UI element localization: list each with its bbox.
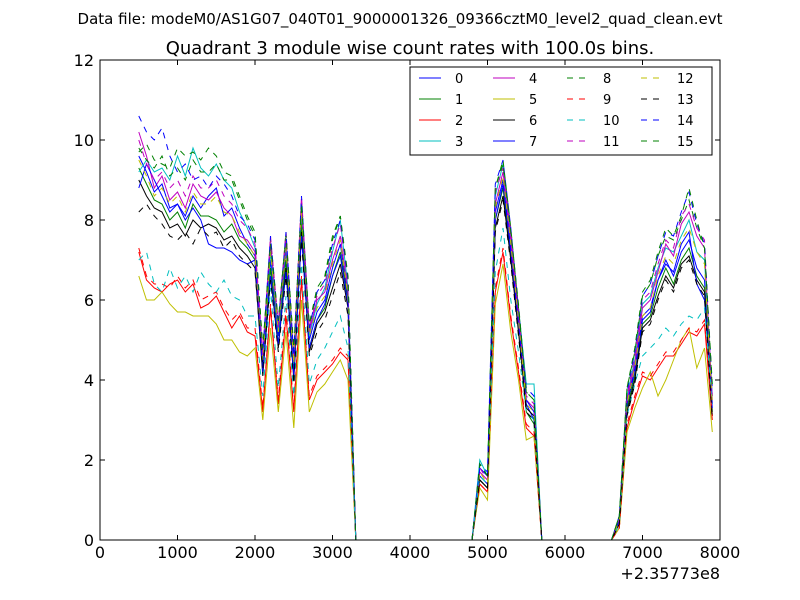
x-offset-label: +2.35773e8 — [620, 564, 720, 583]
x-tick-label: 8000 — [700, 543, 741, 562]
legend-label-11: 11 — [603, 135, 620, 150]
y-tick-label: 0 — [84, 531, 94, 550]
x-tick-label: 2000 — [235, 543, 276, 562]
legend-label-8: 8 — [603, 72, 611, 87]
figure-suptitle: Data file: modeM0/AS1G07_040T01_90000013… — [78, 10, 723, 29]
legend-label-9: 9 — [603, 93, 611, 108]
legend-label-1: 1 — [455, 93, 463, 108]
x-tick-label: 4000 — [390, 543, 431, 562]
legend-label-6: 6 — [529, 114, 537, 129]
legend-label-14: 14 — [677, 114, 694, 129]
y-tick-label: 10 — [74, 131, 94, 150]
x-tick-label: 1000 — [157, 543, 198, 562]
x-tick-label: 5000 — [467, 543, 508, 562]
legend-frame — [409, 66, 713, 156]
legend-label-5: 5 — [529, 93, 537, 108]
axis-ticks: 0 1000 2000 3000 4000 5000 6000 7000 80000246810… — [74, 51, 741, 562]
y-tick-label: 8 — [84, 211, 94, 230]
legend-label-4: 4 — [529, 72, 537, 87]
x-tick-label: 7000 — [622, 543, 663, 562]
series-line-10 — [138, 227, 713, 541]
y-tick-label: 2 — [84, 451, 94, 470]
x-tick-label: 3000 — [312, 543, 353, 562]
legend-label-10: 10 — [603, 114, 620, 129]
legend-label-3: 3 — [455, 135, 463, 150]
legend-label-13: 13 — [677, 93, 694, 108]
legend-label-2: 2 — [455, 114, 463, 129]
y-tick-label: 12 — [74, 51, 94, 70]
legend-label-7: 7 — [529, 135, 537, 150]
chart-title: Quadrant 3 module wise count rates with … — [166, 38, 655, 59]
x-tick-label: 6000 — [545, 543, 586, 562]
legend-label-0: 0 — [455, 72, 463, 87]
legend-label-15: 15 — [677, 135, 694, 150]
y-tick-label: 6 — [84, 291, 94, 310]
x-tick-label: 0 — [95, 543, 105, 562]
y-tick-label: 4 — [84, 371, 94, 390]
legend-label-12: 12 — [677, 72, 694, 87]
